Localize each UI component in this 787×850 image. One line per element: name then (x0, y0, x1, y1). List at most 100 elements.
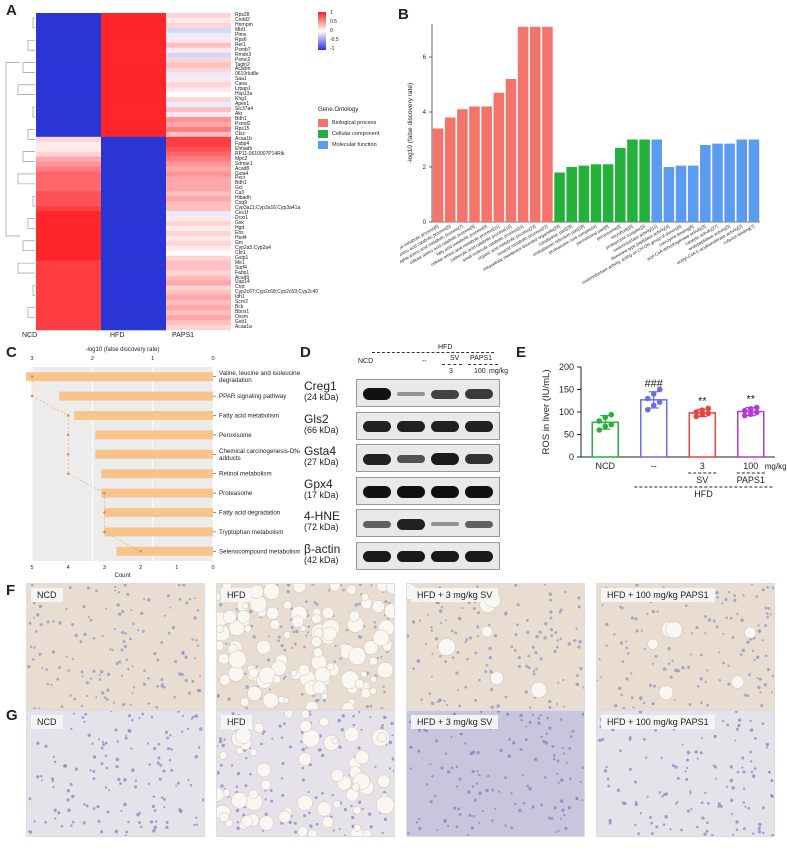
nucleus (439, 609, 443, 613)
heatmap-col-paps1: PAPS1 (172, 332, 195, 339)
go-bar (481, 106, 492, 222)
nucleus (158, 777, 162, 781)
blot-hfd-label: HFD (438, 344, 453, 351)
nucleus (418, 619, 421, 622)
nucleus (554, 631, 558, 635)
heatmap-cell (166, 191, 231, 197)
nucleus (741, 648, 746, 653)
nucleus (131, 768, 135, 772)
lipid-droplet (218, 653, 230, 665)
nucleus (163, 797, 166, 801)
nucleus (549, 598, 552, 602)
nucleus (374, 765, 377, 768)
heatmap-cell (36, 136, 101, 143)
nucleus (293, 821, 297, 825)
nucleus (52, 620, 55, 623)
ros-data-point (650, 402, 657, 409)
blot-strip (356, 541, 500, 570)
nucleus (750, 584, 754, 586)
heatmap-col-hfd: HFD (110, 332, 125, 339)
nucleus (510, 792, 513, 795)
nucleus (645, 756, 648, 759)
nucleus (230, 764, 234, 767)
nucleus (305, 634, 308, 637)
gene-label: Mbl1 (235, 26, 246, 33)
nucleus (552, 757, 556, 761)
blot-protein-name: Gpx4 (304, 476, 333, 491)
nucleus (539, 714, 542, 717)
heatmap-cell (36, 270, 101, 276)
heatmap-cell (166, 280, 231, 286)
nucleus (771, 834, 774, 836)
nucleus (102, 743, 105, 746)
nucleus (199, 727, 203, 731)
blot-band (465, 520, 493, 528)
nucleus (517, 664, 522, 669)
nucleus (261, 732, 265, 736)
heatmap-cell (36, 37, 101, 44)
nucleus (700, 801, 704, 805)
nucleus (514, 584, 518, 587)
nucleus (451, 656, 455, 659)
go-bar (627, 139, 638, 222)
nucleus (70, 622, 75, 627)
nucleus (715, 590, 719, 595)
nucleus (661, 795, 664, 798)
blot-paps-line (468, 364, 498, 365)
nucleus (534, 650, 538, 655)
nucleus (488, 646, 492, 651)
nucleus (155, 706, 159, 709)
nucleus (620, 693, 623, 697)
gene-label: Acaa1a (235, 324, 252, 331)
nucleus (227, 697, 231, 701)
tissue-texture (407, 711, 584, 836)
nucleus (343, 807, 347, 812)
heatmap-cell (36, 27, 101, 34)
gene-label: Rer1 (235, 41, 246, 48)
gene-label: Ehs (235, 229, 244, 236)
nucleus (146, 598, 151, 602)
gene-label: Rps28 (235, 12, 250, 18)
nucleus (416, 659, 420, 663)
lipid-droplet (322, 816, 334, 829)
nucleus (718, 679, 722, 682)
lipid-droplet (297, 826, 309, 836)
nucleus (321, 791, 324, 795)
nucleus (514, 802, 517, 806)
nucleus (81, 675, 84, 678)
nucleus (565, 762, 568, 765)
nucleus (217, 745, 219, 748)
nucleus (516, 623, 519, 627)
heatmap-cell (101, 320, 166, 326)
nucleus (630, 616, 635, 620)
nucleus (114, 589, 117, 592)
nucleus (89, 677, 93, 680)
nucleus (134, 779, 137, 782)
nucleus (109, 648, 112, 651)
heatmap-cell (101, 206, 166, 212)
nucleus (74, 767, 78, 771)
nucleus (125, 830, 128, 834)
heatmap-cell (166, 107, 231, 113)
lipid-droplet (290, 669, 298, 677)
nucleus (113, 627, 116, 631)
nucleus (516, 603, 520, 607)
heatmap-cell (36, 260, 101, 266)
nucleus (44, 820, 47, 824)
nucleus (153, 825, 158, 830)
nucleus (494, 807, 497, 810)
nucleus (444, 619, 447, 622)
nucleus (690, 808, 693, 811)
nucleus (519, 748, 523, 752)
heatmap-cell (166, 37, 231, 44)
nucleus (529, 706, 532, 709)
go-bar (444, 117, 456, 222)
lipid-droplet (260, 779, 272, 791)
nucleus (614, 704, 618, 708)
go-bar (602, 164, 614, 222)
blot-protein-label: Creg1 (24 kDa) (304, 380, 339, 403)
nucleus (127, 667, 130, 671)
nucleus (282, 677, 286, 680)
nucleus (138, 821, 142, 825)
nucleus (499, 748, 503, 752)
